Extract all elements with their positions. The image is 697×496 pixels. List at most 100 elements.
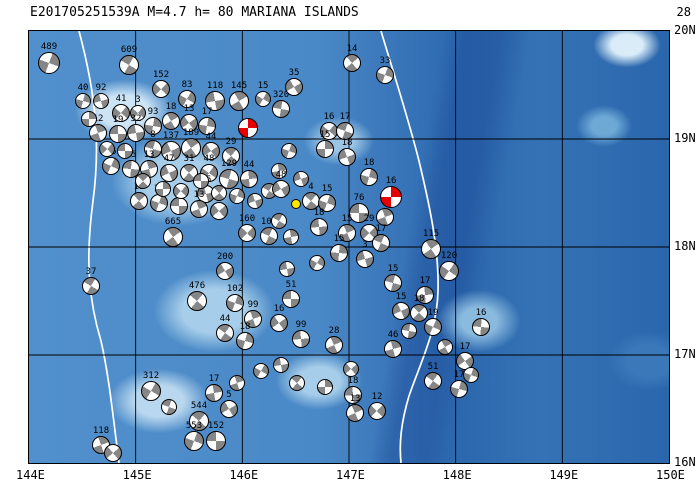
focal-mechanism-beachball bbox=[317, 379, 333, 395]
focal-mechanism-beachball: 152 bbox=[152, 71, 170, 98]
focal-mechanism-beachball: 17 bbox=[205, 375, 223, 402]
marker-label: 12 bbox=[92, 114, 104, 124]
focal-mechanism-beachball: 33 bbox=[376, 57, 394, 84]
page-title: E201705251539A M=4.7 h= 80 MARIANA ISLAN… bbox=[30, 5, 359, 20]
focal-mechanism-beachball: 12 bbox=[89, 115, 107, 142]
focal-mechanism-beachball: 15 bbox=[130, 183, 148, 210]
marker-label: 18 bbox=[363, 158, 375, 168]
focal-mechanism-beachball bbox=[283, 229, 299, 245]
marker-label: 17 bbox=[419, 276, 431, 286]
focal-mechanism-beachball: 17 bbox=[336, 113, 354, 140]
focal-mechanism-beachball: 18 bbox=[338, 139, 356, 166]
focal-mechanism-beachball: 19 bbox=[109, 116, 127, 143]
focal-mechanism-beachball: 18 bbox=[344, 377, 362, 404]
focal-mechanism-beachball bbox=[271, 163, 287, 179]
marker-label: 17 bbox=[459, 342, 471, 352]
focal-mechanism-beachball bbox=[271, 213, 287, 229]
marker-label: 665 bbox=[164, 217, 182, 227]
axis-label-x: 145E bbox=[122, 468, 152, 482]
focal-mechanism-beachball bbox=[155, 181, 171, 197]
axis-label-x: 148E bbox=[442, 468, 472, 482]
focal-mechanism-beachball bbox=[309, 255, 325, 271]
marker-label: 33 bbox=[379, 56, 391, 66]
marker-label: 15 bbox=[395, 292, 407, 302]
focal-mechanism-beachball bbox=[117, 143, 133, 159]
trench-lines bbox=[78, 31, 439, 463]
marker-label: 16 bbox=[475, 308, 487, 318]
marker-label: 48 bbox=[275, 170, 287, 180]
focal-mechanism-beachball: 189 bbox=[181, 129, 201, 158]
main-event-beachball bbox=[238, 118, 258, 138]
axis-label-x: 150E bbox=[656, 468, 685, 482]
focal-mechanism-beachball: 17 bbox=[198, 108, 216, 135]
focal-mechanism-beachball bbox=[463, 367, 479, 383]
marker-label: 3 bbox=[362, 240, 368, 250]
marker-label: 29 bbox=[225, 137, 237, 147]
focal-mechanism-beachball bbox=[81, 111, 97, 127]
marker-label: 5 bbox=[226, 390, 232, 400]
marker-label: 17 bbox=[453, 370, 465, 380]
marker-label: 15 bbox=[321, 184, 333, 194]
marker-label: 12 bbox=[371, 392, 383, 402]
focal-mechanism-beachball: 15 bbox=[318, 185, 336, 212]
focal-mechanism-beachball: 83 bbox=[178, 81, 196, 108]
focal-mechanism-beachball bbox=[289, 375, 305, 391]
corner-value: 28 bbox=[676, 5, 691, 19]
marker-label: 46 bbox=[387, 330, 399, 340]
focal-mechanism-beachball bbox=[173, 183, 189, 199]
focal-mechanism-beachball: 17 bbox=[450, 371, 468, 398]
marker-label: 120 bbox=[440, 251, 458, 261]
focal-mechanism-beachball bbox=[293, 171, 309, 187]
focal-mechanism-beachball: 44 bbox=[216, 315, 234, 342]
marker-label: 37 bbox=[85, 267, 97, 277]
marker-label: 28 bbox=[328, 326, 340, 336]
focal-mechanism-beachball: 12 bbox=[150, 185, 168, 212]
focal-mechanism-beachball: 76 bbox=[349, 194, 369, 223]
marker-label: 189 bbox=[182, 128, 200, 138]
marker-label: 16 bbox=[323, 112, 335, 122]
marker-label: 31 bbox=[183, 154, 195, 164]
focal-mechanism-beachball: 5 bbox=[220, 391, 238, 418]
main-event-beachball: 16 bbox=[380, 177, 402, 208]
focal-mechanism-beachball bbox=[401, 323, 417, 339]
focal-mechanism-beachball bbox=[229, 188, 245, 204]
marker-label: 16 bbox=[385, 176, 397, 186]
marker-label: 19 bbox=[427, 308, 439, 318]
marker-label: 13 bbox=[143, 150, 155, 160]
focal-mechanism-beachball: 160 bbox=[238, 215, 256, 242]
marker-label: 48 bbox=[203, 154, 215, 164]
marker-label: 14 bbox=[346, 44, 358, 54]
marker-label: 99 bbox=[295, 320, 307, 330]
marker-label: 76 bbox=[353, 193, 365, 203]
focal-mechanism-beachball: 19 bbox=[424, 309, 442, 336]
focal-mechanism-beachball: 99 bbox=[292, 321, 310, 348]
focal-mechanism-beachball bbox=[161, 399, 177, 415]
focal-mechanism-beachball bbox=[437, 339, 453, 355]
focal-mechanism-beachball: 15 bbox=[392, 293, 410, 320]
marker-label: 3 bbox=[135, 95, 141, 105]
focal-mechanism-beachball: 609 bbox=[119, 46, 139, 75]
marker-label: 15 bbox=[257, 81, 269, 91]
marker-label: 35 bbox=[288, 68, 300, 78]
focal-mechanism-beachball: 100 bbox=[260, 218, 278, 245]
focal-mechanism-beachball: 18 bbox=[236, 323, 254, 350]
marker-layer: 489 609 152 83 118 145 15 320 35 14 33 40 92 41 3 12 19 3… bbox=[29, 31, 669, 463]
marker-label: 15 bbox=[387, 264, 399, 274]
marker-label: 4 bbox=[308, 182, 314, 192]
trench-line bbox=[380, 31, 439, 463]
marker-label: 137 bbox=[162, 131, 180, 141]
marker-label: 13 bbox=[183, 104, 195, 114]
marker-label: 13 bbox=[193, 190, 205, 200]
marker-label: 115 bbox=[422, 229, 440, 239]
marker-label: 8 bbox=[150, 130, 156, 140]
focal-mechanism-beachball: 37 bbox=[82, 268, 100, 295]
focal-mechanism-beachball: 152 bbox=[206, 422, 226, 451]
marker-label: 18 bbox=[313, 208, 325, 218]
focal-mechanism-beachball: 18 bbox=[410, 295, 428, 322]
focal-mechanism-beachball: 15 bbox=[316, 131, 334, 158]
marker-label: 15 bbox=[333, 234, 345, 244]
focal-mechanism-beachball bbox=[343, 361, 359, 377]
focal-mechanism-beachball: 320 bbox=[272, 91, 290, 118]
focal-mechanism-beachball: 51 bbox=[424, 363, 442, 390]
marker-label: 118 bbox=[92, 426, 110, 436]
